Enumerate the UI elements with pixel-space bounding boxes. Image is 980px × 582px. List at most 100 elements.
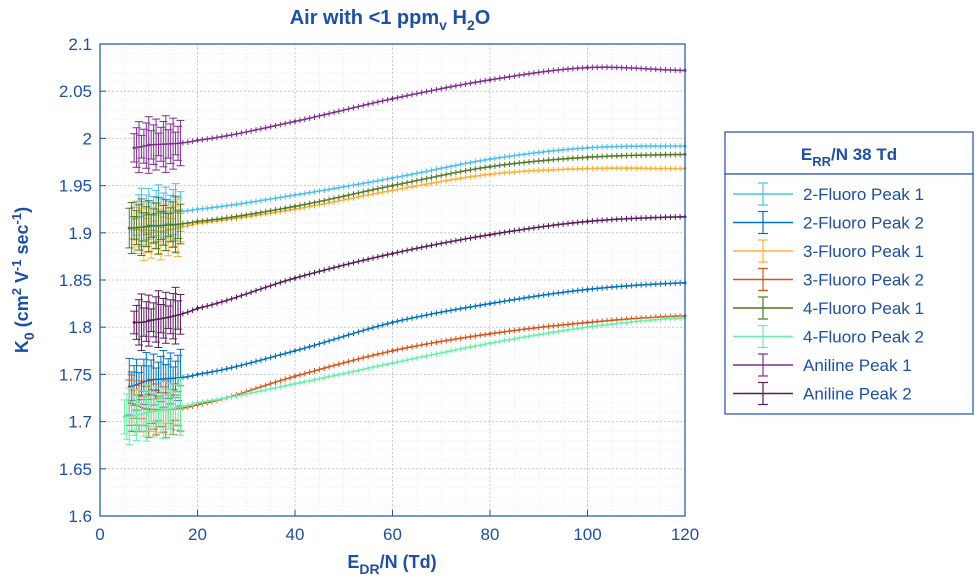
data-point xyxy=(147,143,151,147)
y-tick-label: 1.85 xyxy=(59,271,92,290)
y-tick-label: 1.75 xyxy=(59,365,92,384)
data-point xyxy=(488,341,492,345)
x-axis: 0 20 40 60 80 100 120 xyxy=(95,510,699,544)
legend-entry: Aniline Peak 2 xyxy=(733,381,912,406)
chart-title-sub2: 2 xyxy=(467,17,475,33)
x-tick-label: 20 xyxy=(188,525,207,544)
legend-title-main: E xyxy=(801,145,812,164)
y-tick-label: 2.1 xyxy=(68,35,92,54)
data-point xyxy=(293,349,297,353)
data-point xyxy=(122,415,126,419)
data-point xyxy=(488,302,492,306)
data-point xyxy=(147,319,151,323)
legend-entry: 3-Fluoro Peak 1 xyxy=(733,239,924,263)
series-layer xyxy=(120,64,687,446)
y-axis-label-tail1: (cm xyxy=(12,295,32,332)
legend-label: Aniline Peak 2 xyxy=(803,385,912,404)
data-point xyxy=(391,320,394,324)
data-point xyxy=(132,146,136,150)
series-5 xyxy=(125,151,687,257)
data-point xyxy=(586,287,589,291)
data-point xyxy=(132,320,136,324)
x-axis-label-sub: DR xyxy=(359,561,379,577)
x-tick-label: 80 xyxy=(481,525,500,544)
y-tick-label: 1.9 xyxy=(68,224,92,243)
series-line xyxy=(133,167,685,234)
y-tick-label: 2 xyxy=(83,129,92,148)
data-point xyxy=(196,138,199,142)
x-tick-label: 120 xyxy=(671,525,699,544)
chart-title-tail: O xyxy=(475,7,491,29)
data-point xyxy=(293,204,297,208)
data-point xyxy=(293,276,297,280)
legend-label: 3-Fluoro Peak 1 xyxy=(803,242,924,261)
legend-entries: 2-Fluoro Peak 1 2-Fluoro Peak 2 3-Fluoro P… xyxy=(733,182,924,406)
data-point xyxy=(391,361,394,365)
data-point xyxy=(127,226,131,230)
legend-label: 2-Fluoro Peak 2 xyxy=(803,214,924,233)
data-point xyxy=(196,219,199,223)
y-tick-label: 1.6 xyxy=(68,507,92,526)
legend-title-box xyxy=(724,131,974,175)
y-axis-label-sub: 0 xyxy=(21,332,37,340)
data-point xyxy=(293,119,297,123)
data-point xyxy=(488,78,492,82)
y-tick-label: 1.95 xyxy=(59,177,92,196)
data-point xyxy=(196,306,199,310)
series-6 xyxy=(120,314,687,446)
data-point xyxy=(488,157,492,161)
data-point xyxy=(586,146,589,150)
y-axis-label: K0 (cm2 V-1 sec-1) xyxy=(9,207,37,353)
data-point xyxy=(147,224,151,228)
legend-label: 2-Fluoro Peak 1 xyxy=(803,185,924,204)
series-line xyxy=(133,145,685,220)
x-tick-label: 40 xyxy=(286,525,305,544)
legend-entry: 4-Fluoro Peak 2 xyxy=(733,324,924,349)
y-axis-label-main: K xyxy=(12,340,32,353)
data-point xyxy=(586,155,589,159)
chart-title: Air with <1 ppmv H2O xyxy=(290,7,491,33)
x-axis-label-tail: /N (Td) xyxy=(380,552,437,572)
chart-title-mid: H xyxy=(447,7,467,29)
legend-title: ERR/N 38 Td xyxy=(801,145,897,169)
legend-title-tail: /N 38 Td xyxy=(831,145,897,164)
y-axis-label-sup2: -1 xyxy=(9,259,24,271)
legend-label: 4-Fluoro Peak 1 xyxy=(803,299,924,318)
legend-entry: 4-Fluoro Peak 1 xyxy=(733,296,924,320)
data-point xyxy=(391,176,394,180)
x-tick-label: 0 xyxy=(95,525,104,544)
legend-entry: 2-Fluoro Peak 1 xyxy=(733,182,924,206)
y-tick-label: 1.8 xyxy=(68,318,92,337)
data-point xyxy=(488,172,492,176)
y-axis-label-sup3: -1 xyxy=(9,213,24,225)
x-tick-label: 100 xyxy=(573,525,601,544)
data-point xyxy=(196,207,199,211)
legend-entries-box xyxy=(724,173,974,415)
data-point xyxy=(586,219,589,223)
series-7 xyxy=(130,64,687,174)
y-axis-label-sup1: 2 xyxy=(9,288,24,295)
data-point xyxy=(391,184,394,188)
data-point xyxy=(293,382,297,386)
y-tick-label: 1.65 xyxy=(59,460,92,479)
y-axis-label-tail2: V xyxy=(12,271,32,288)
data-point xyxy=(196,401,199,405)
legend-entry: Aniline Peak 1 xyxy=(733,353,912,377)
legend-title-sub: RR xyxy=(812,154,831,169)
data-point xyxy=(391,349,394,353)
series-line xyxy=(134,66,685,149)
y-tick-label: 2.05 xyxy=(59,82,92,101)
x-tick-label: 60 xyxy=(383,525,402,544)
data-point xyxy=(147,410,151,414)
data-point xyxy=(391,97,394,101)
legend-entry: 3-Fluoro Peak 2 xyxy=(733,267,924,292)
data-point xyxy=(293,193,297,197)
data-point xyxy=(488,165,492,169)
legend-entry: 2-Fluoro Peak 2 xyxy=(733,210,924,235)
series-8 xyxy=(130,213,687,352)
y-axis: 1.6 1.65 1.7 1.75 1.8 1.85 1.9 1.95 2 2.05 2.1 xyxy=(59,35,106,526)
y-tick-label: 1.7 xyxy=(68,413,92,432)
legend-label: 3-Fluoro Peak 2 xyxy=(803,271,924,290)
chart-title-sub1: v xyxy=(439,17,447,33)
